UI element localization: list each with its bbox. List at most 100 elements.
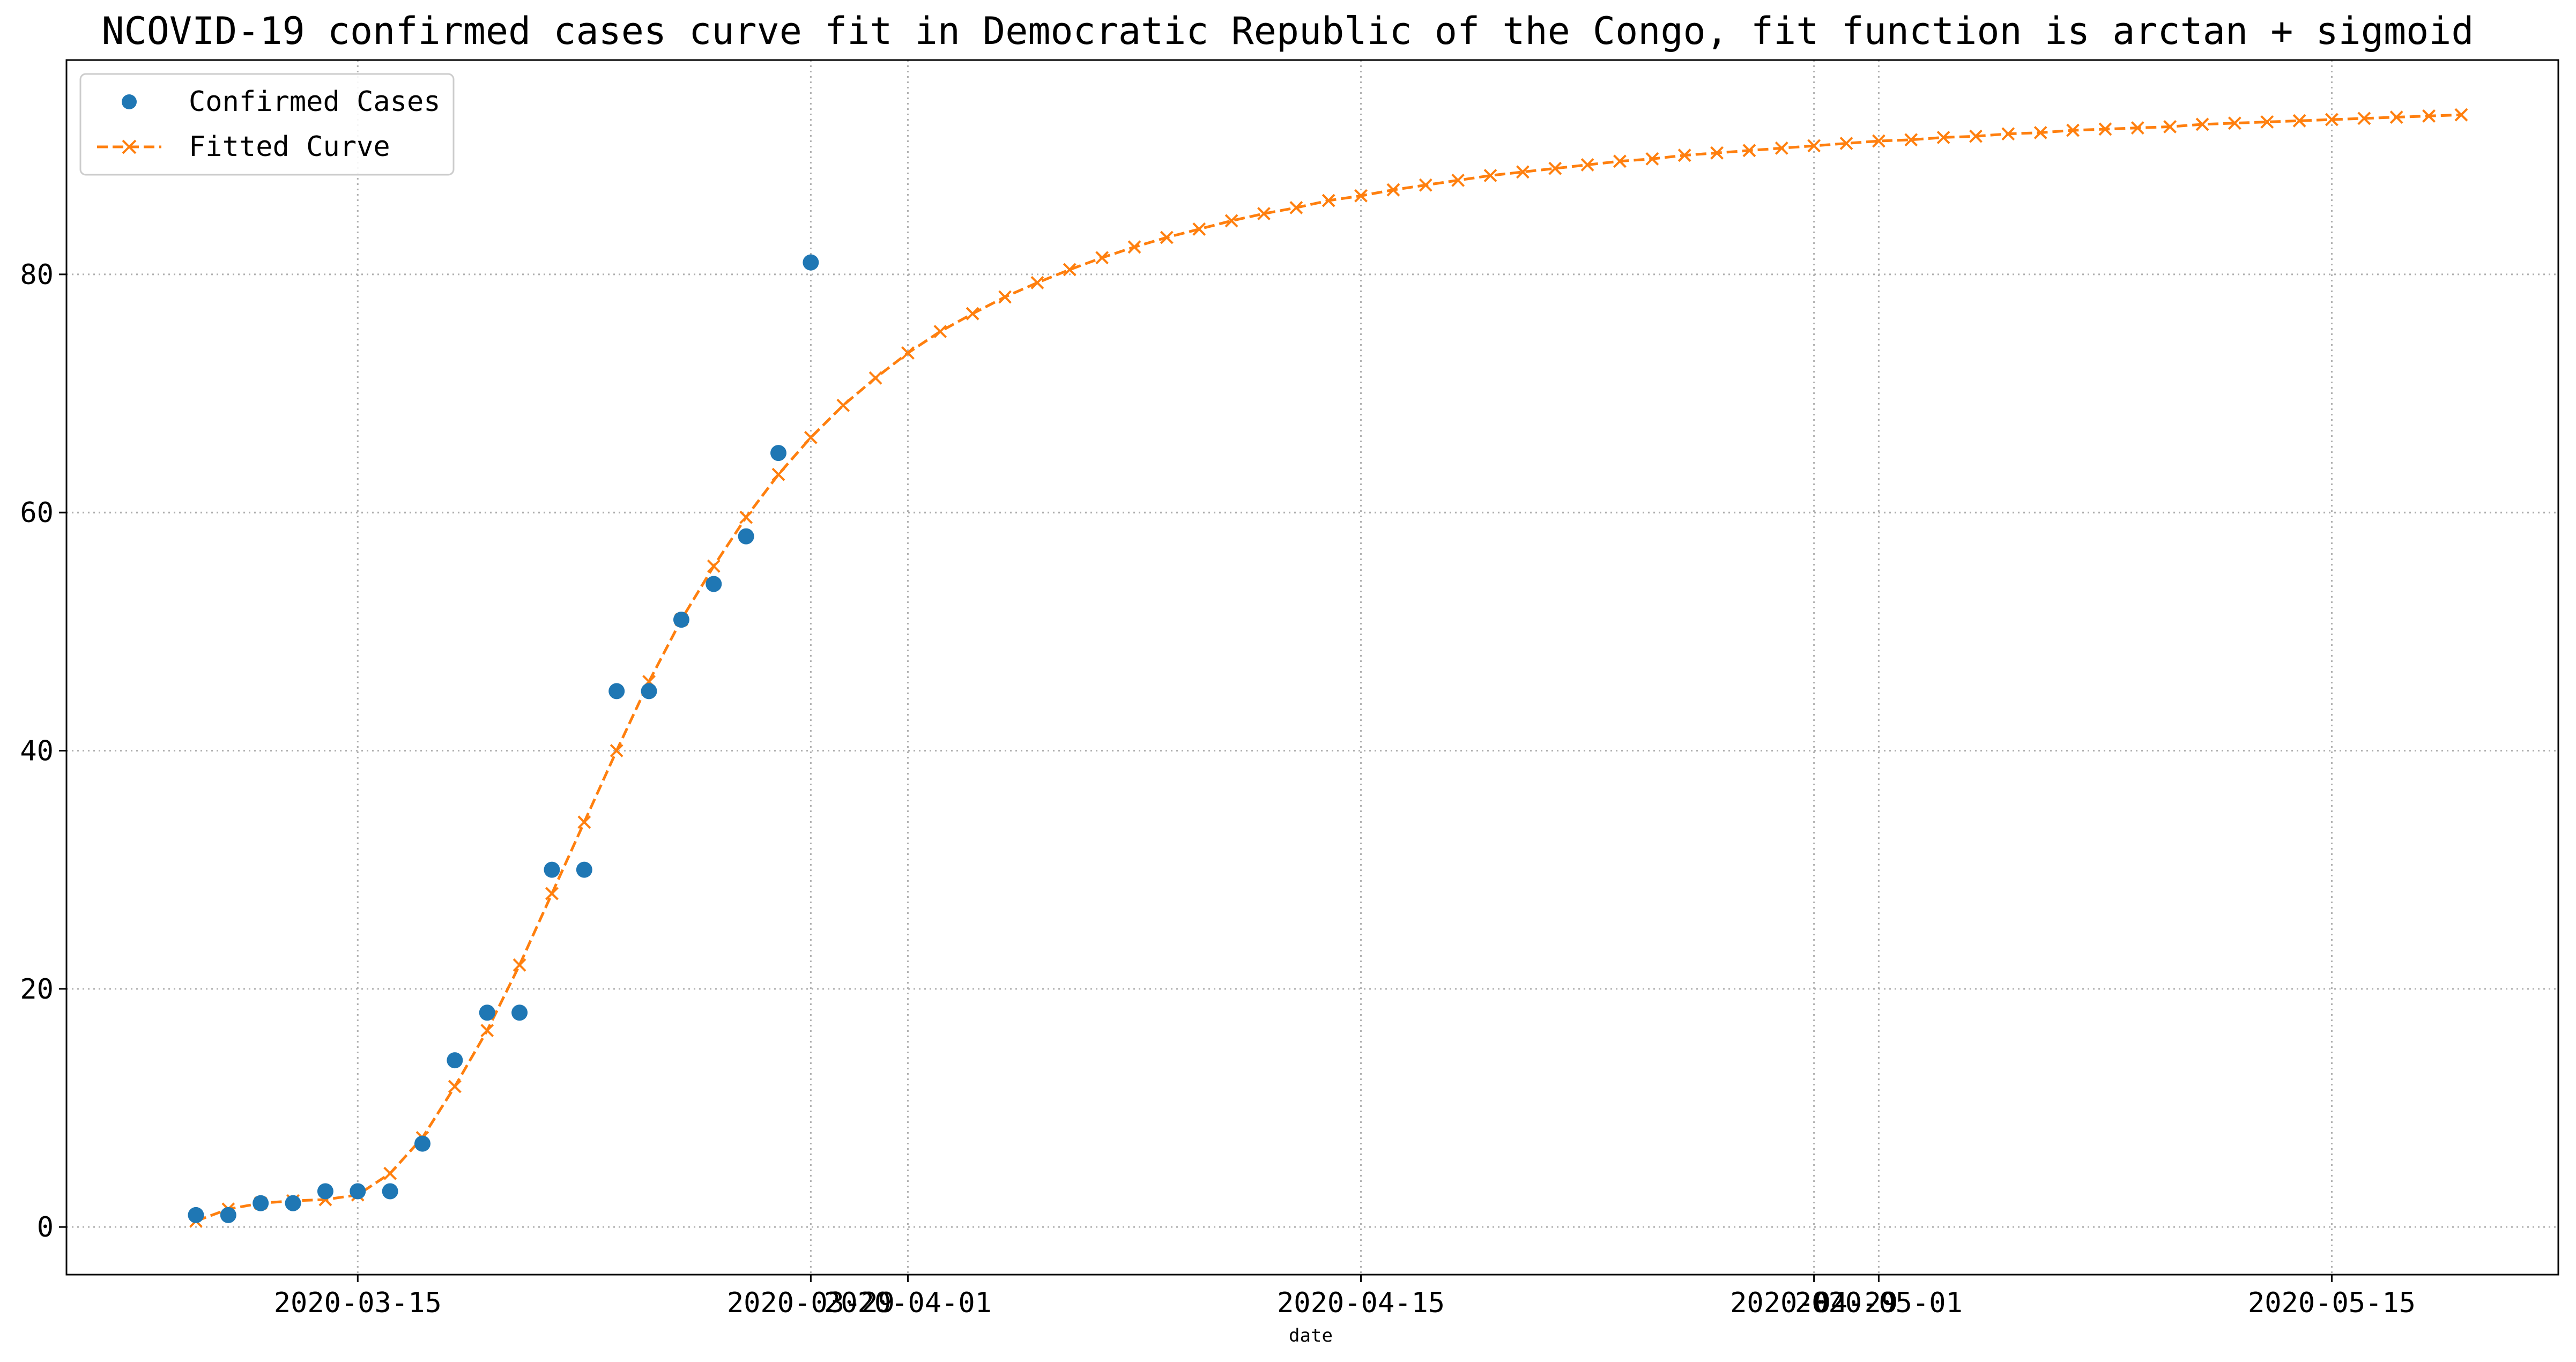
fitted-curve-point [901, 346, 915, 360]
fitted-curve-point [1775, 141, 1788, 155]
confirmed-case-point [770, 445, 786, 462]
fitted-curve-point [998, 290, 1012, 304]
confirmed-case-point [803, 254, 819, 271]
x-tick-label: 2020-04-29 [1730, 1287, 1898, 1319]
fitted-curve-point [1289, 201, 1303, 214]
fitted-curve-point [2389, 110, 2403, 124]
fitted-curve-point [966, 307, 979, 321]
fitted-curve-point [1839, 137, 1853, 150]
fitted-curve-point [1095, 251, 1109, 265]
fitted-curve-point [383, 1166, 397, 1180]
confirmed-case-point [414, 1135, 430, 1152]
x-axis-label: date [1289, 1325, 1333, 1346]
fitted-curve-point [2228, 116, 2241, 130]
grid [66, 60, 2558, 1275]
confirmed-case-point [673, 612, 689, 628]
fitted-curve-point [2001, 127, 2015, 141]
fitted-curve-point [513, 958, 526, 972]
y-tick-label: 80 [20, 259, 54, 291]
confirmed-case-point [641, 683, 657, 699]
fitted-curve-point [1224, 214, 1238, 228]
confirmed-case-point [447, 1052, 463, 1069]
fitted-curve-point [1613, 154, 1627, 168]
confirmed-case-point [576, 861, 592, 878]
confirmed-case-point [188, 1207, 204, 1223]
fitted-curve-point [1710, 146, 1724, 160]
fitted-curve-point [1516, 165, 1530, 179]
fitted-curve-point [545, 887, 559, 900]
fitted-curve-point [1030, 276, 1044, 289]
fitted-curve-point [1677, 148, 1691, 162]
series-layer [188, 108, 2468, 1228]
fitted-curve-point [1257, 207, 1271, 220]
fitted-curve-point [1419, 178, 1432, 192]
fitted-curve-point [1580, 158, 1594, 172]
fitted-curve-point [1645, 152, 1659, 166]
fitted-curve-point [2098, 122, 2112, 136]
fitted-curve-point [933, 325, 947, 338]
fitted-curve-point [448, 1080, 462, 1093]
legend-label-confirmed: Confirmed Cases [189, 86, 441, 118]
x-tick-label: 2020-05-15 [2248, 1287, 2416, 1319]
legend-label-fitted: Fitted Curve [189, 131, 390, 163]
plot-frame [65, 59, 2559, 1276]
legend-marker-fitted [122, 139, 137, 154]
confirmed-case-point [317, 1183, 333, 1200]
confirmed-case-point [253, 1195, 269, 1211]
fitted-curve-point [1904, 133, 1918, 147]
legend-box [79, 73, 455, 176]
fitted-curve-point [1742, 144, 1756, 158]
fitted-curve-point [868, 371, 882, 385]
fitted-curve-point [1483, 169, 1497, 182]
fitted-curve-point [1386, 183, 1400, 197]
y-tick-label: 0 [37, 1211, 54, 1244]
fitted-curve-point [1322, 193, 1335, 207]
x-tick-label: 2020-03-29 [727, 1287, 895, 1319]
fitted-curve-point [707, 559, 721, 573]
fitted-curve-point [1354, 189, 1368, 203]
legend-marker-confirmed [122, 94, 137, 109]
fitted-curve-point [1451, 173, 1465, 187]
fitted-curve-point [1063, 263, 1077, 277]
legend: Confirmed Cases Fitted Curve [79, 73, 455, 176]
x-tick-label: 2020-03-15 [274, 1287, 442, 1319]
confirmed-case-point [382, 1183, 398, 1200]
y-tick-label: 20 [20, 973, 54, 1006]
confirmed-case-point [285, 1195, 301, 1211]
confirmed-case-point [350, 1183, 366, 1200]
x-tick-label: 2020-05-01 [1795, 1287, 1963, 1319]
fitted-curve-point [1548, 161, 1562, 175]
fitted-curve-point [2130, 121, 2144, 135]
confirmed-case-point [608, 683, 625, 699]
fitted-curve-point [577, 815, 591, 829]
fitted-curve-point [2357, 111, 2371, 125]
fitted-curve-point [610, 744, 623, 757]
fitted-curve-point [804, 430, 818, 444]
confirmed-case-point [511, 1004, 528, 1021]
fitted-curve-point [771, 467, 785, 481]
confirmed-case-point [706, 576, 722, 592]
fitted-curve-point [480, 1024, 494, 1037]
confirmed-case-point [220, 1207, 236, 1223]
fitted-curve-point [1192, 222, 1206, 236]
fitted-curve-point [1969, 129, 1983, 143]
fitted-curve-point [2066, 123, 2080, 137]
fitted-curve-point [2033, 126, 2047, 139]
fitted-curve-point [1807, 139, 1821, 153]
fitted-curve-point [1872, 134, 1885, 148]
y-tick-label: 40 [20, 735, 54, 768]
fitted-curve-point [1936, 130, 1950, 144]
fitted-curve-point [1160, 230, 1174, 244]
fitted-curve-point [739, 510, 753, 524]
fitted-curve-point [2195, 117, 2209, 131]
fitted-curve-point [2292, 114, 2306, 128]
confirmed-case-point [738, 528, 754, 545]
fitted-curve-point [2422, 109, 2436, 123]
fitted-curve-point [2454, 108, 2468, 122]
y-tick-label: 60 [20, 497, 54, 529]
fitted-curve-point [1127, 240, 1141, 254]
